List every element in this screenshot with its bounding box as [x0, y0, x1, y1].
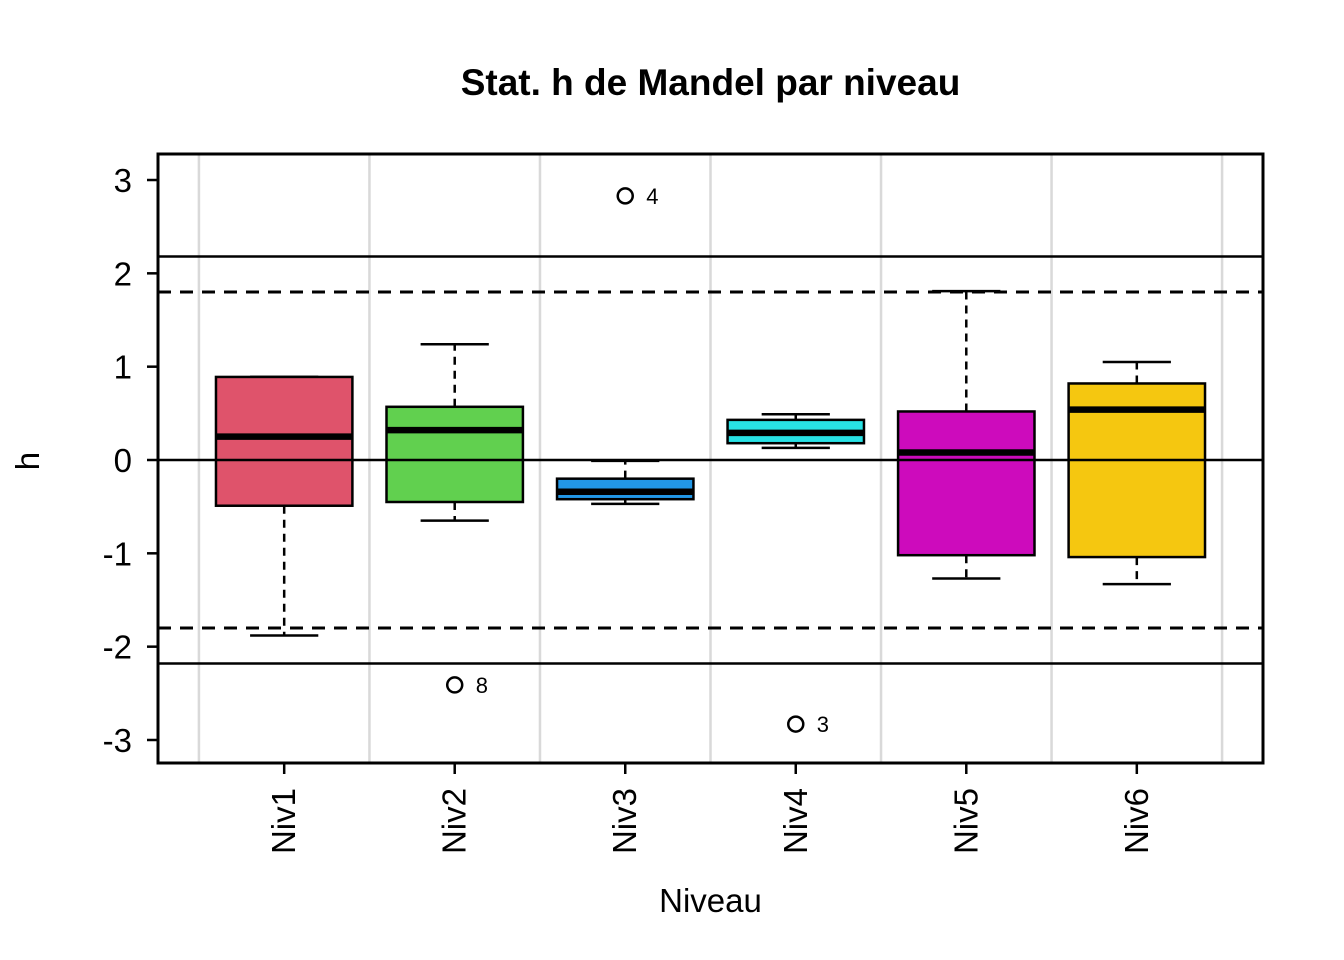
outlier-point-niv2: [445, 676, 464, 694]
box-niv5: [896, 410, 1036, 557]
x-category-label-niv4: Niv4: [777, 788, 814, 854]
y-tick-label: 1: [114, 349, 132, 386]
chart-title: Stat. h de Mandel par niveau: [460, 62, 961, 103]
y-tick-label: 2: [114, 255, 132, 292]
outlier-label-niv2: 8: [476, 673, 488, 698]
plot-frame: [156, 152, 1265, 765]
y-axis-label: h: [9, 451, 46, 471]
y-tick-label: -3: [103, 722, 132, 759]
y-tick-label: 0: [114, 442, 132, 479]
x-category-label-niv5: Niv5: [947, 788, 984, 854]
y-tick-label: 3: [114, 162, 132, 199]
outlier-label-niv3: 4: [646, 184, 658, 209]
x-category-label-niv6: Niv6: [1118, 788, 1155, 854]
outlier-point-niv4: [787, 715, 805, 733]
x-axis-label: Niveau: [659, 882, 762, 919]
box-niv2: [385, 405, 525, 504]
outlier-point-niv3: [616, 187, 634, 205]
x-category-label-niv1: Niv1: [265, 788, 302, 854]
y-tick-label: -2: [103, 629, 132, 666]
x-category-label-niv2: Niv2: [436, 788, 473, 854]
box-niv1: [214, 375, 354, 507]
x-category-label-niv3: Niv3: [606, 788, 643, 854]
outlier-label-niv4: 3: [817, 712, 829, 737]
y-tick-label: -1: [103, 535, 132, 572]
